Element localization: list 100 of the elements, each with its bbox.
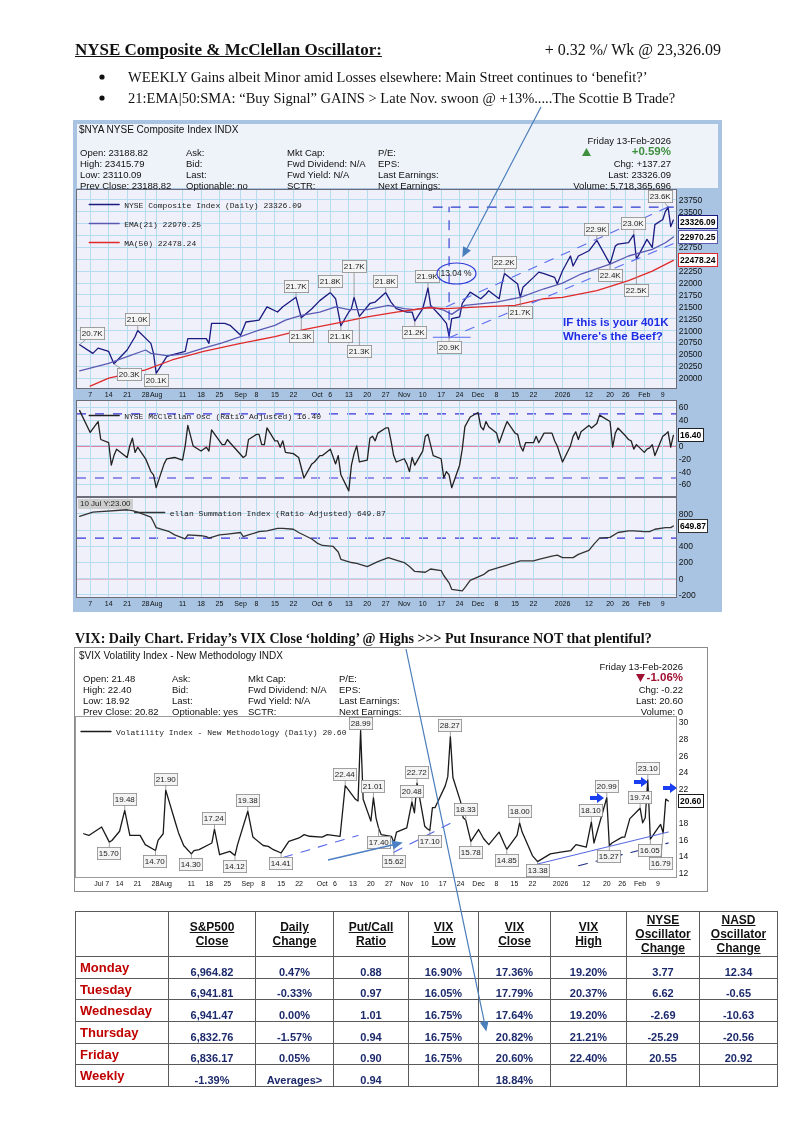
- annotation: Volume: 0: [640, 706, 683, 717]
- annotation: 23.0K: [622, 218, 645, 228]
- annotation: 23.10: [637, 763, 659, 773]
- annotation: 13.04 %: [440, 268, 472, 278]
- text: -0.33%: [277, 987, 312, 1000]
- annotation: 20.60: [680, 796, 702, 806]
- annotation: 15.27: [598, 851, 620, 861]
- text: 3.77: [652, 965, 674, 978]
- text: 18.84%: [495, 1074, 534, 1087]
- annotation: 22.72: [406, 767, 428, 777]
- legend-label: ellan Summation Index (Ratio Adjusted) 649.87: [169, 508, 386, 518]
- annotation: Next Earnings:: [378, 180, 441, 191]
- text: 20.92: [724, 1052, 753, 1065]
- y-tick-label: 20500: [678, 349, 703, 360]
- y-tick-label: 20250: [678, 361, 703, 372]
- text: Last: 20.60: [635, 695, 683, 706]
- text: Last Earnings:: [339, 695, 400, 706]
- text: High: 22.40: [83, 684, 132, 695]
- text: EPS:: [339, 684, 361, 695]
- y-tick-label: 30: [678, 717, 689, 728]
- annotation: 649.87: [680, 521, 707, 531]
- chart-title: NYSE Composite & McClellan Oscillator:: [75, 40, 382, 60]
- annotation: 20.7K: [81, 328, 104, 338]
- text: -2.69: [650, 1009, 676, 1022]
- text: WEEKLY Gains albeit Minor amid Losses elsewhere: Main Street continues to ‘benefit?’: [128, 68, 648, 86]
- text: Last Earnings:: [378, 169, 439, 180]
- annotation: 21.8K: [319, 276, 342, 286]
- annotation: 17.40: [368, 837, 390, 847]
- text: EPS:: [378, 158, 400, 169]
- annotation: IF this is your 401K Where's the Beef?: [563, 315, 669, 343]
- category-label: Wednesday: [80, 1003, 153, 1019]
- category-label: Thursday: [80, 1024, 139, 1040]
- text: 16.75%: [424, 1030, 463, 1043]
- legend-label: MA(50) 22478.24: [124, 238, 197, 248]
- text: Open: 21.48: [83, 673, 136, 684]
- y-tick-label: 18: [678, 817, 689, 828]
- text: Chg: -0.22: [638, 684, 683, 695]
- text: 21.21%: [569, 1030, 608, 1043]
- annotation: 22.9K: [585, 224, 608, 234]
- text: 19.20%: [569, 1009, 608, 1022]
- y-tick-label: 26: [678, 750, 689, 761]
- text: 19.20%: [569, 965, 608, 978]
- text: 22.40%: [569, 1052, 608, 1065]
- text: -20.56: [722, 1030, 755, 1043]
- legend-label: Volatility Index - New Methodology (Daily) 20.60: [116, 727, 347, 737]
- annotation: 21.9K: [416, 271, 439, 281]
- text: Friday 13-Feb-2026: [599, 661, 683, 672]
- annotation: 10 Jul Y:23.00: [78, 499, 133, 509]
- category-label: S&P500 Close: [189, 920, 235, 948]
- category-label: Daily Change: [272, 920, 317, 948]
- annotation: SCTR:: [287, 180, 316, 191]
- text: Mkt Cap:: [287, 147, 326, 158]
- annotation: 15.70: [98, 848, 120, 858]
- text: Bid:: [172, 684, 189, 695]
- annotation: 22.44: [334, 769, 356, 779]
- text: -1.39%: [194, 1074, 230, 1087]
- annotation: SCTR:: [248, 706, 277, 717]
- text: 16.05%: [424, 987, 463, 1000]
- text: $NYA NYSE Composite Index INDX: [79, 124, 239, 135]
- category-label: VIX High: [575, 920, 602, 948]
- category-label: NYSE Oscillator Change: [635, 913, 691, 955]
- text: Ask:: [172, 673, 191, 684]
- y-tick-label: 0: [678, 440, 684, 451]
- y-tick-label: 16: [678, 834, 689, 845]
- annotation: 13.38: [527, 865, 549, 875]
- text: 12.34: [724, 965, 753, 978]
- text: Last:: [172, 695, 193, 706]
- annotation: 14.30: [180, 859, 202, 869]
- annotation: 22478.24: [680, 255, 716, 265]
- y-tick-label: 22: [678, 784, 689, 795]
- y-tick-label: 60: [678, 402, 689, 413]
- text: 17.79%: [495, 987, 534, 1000]
- text: Averages>: [266, 1074, 323, 1087]
- text: 0.88: [360, 965, 382, 978]
- text: 6,832.76: [190, 1030, 234, 1043]
- text: Last: 23326.09: [608, 169, 671, 180]
- y-tick-label: -60: [678, 479, 692, 490]
- text: 21:EMA|50:SMA: “Buy Signal” GAINS > Late Nov. swoon @ +13%.....The Scottie B Trade?: [128, 89, 676, 107]
- text: Low: 23110.09: [80, 169, 142, 180]
- annotation: 20.9K: [438, 342, 461, 352]
- text: -1.57%: [277, 1030, 312, 1043]
- text: 6,836.17: [190, 1052, 234, 1065]
- annotation: 16.05: [639, 845, 661, 855]
- y-tick-label: 40: [678, 415, 689, 426]
- annotation: 21.01: [362, 781, 384, 791]
- y-tick-label: 200: [678, 557, 694, 568]
- y-tick-label: 21750: [678, 289, 703, 300]
- y-tick-label: 20750: [678, 337, 703, 348]
- category-label: Monday: [80, 959, 130, 975]
- annotation: 20.99: [596, 781, 618, 791]
- annotation: 17.10: [419, 836, 441, 846]
- y-tick-label: 12: [678, 868, 689, 879]
- y-tick-label: 20000: [678, 373, 703, 384]
- text: 0.94: [360, 1030, 382, 1043]
- y-tick-label: 14: [678, 851, 689, 862]
- text: Open: 23188.82: [80, 147, 149, 158]
- annotation: Optionable: no: [186, 180, 248, 191]
- y-tick-label: 21500: [678, 301, 703, 312]
- y-tick-label: 22750: [678, 242, 703, 253]
- text: P/E:: [339, 673, 357, 684]
